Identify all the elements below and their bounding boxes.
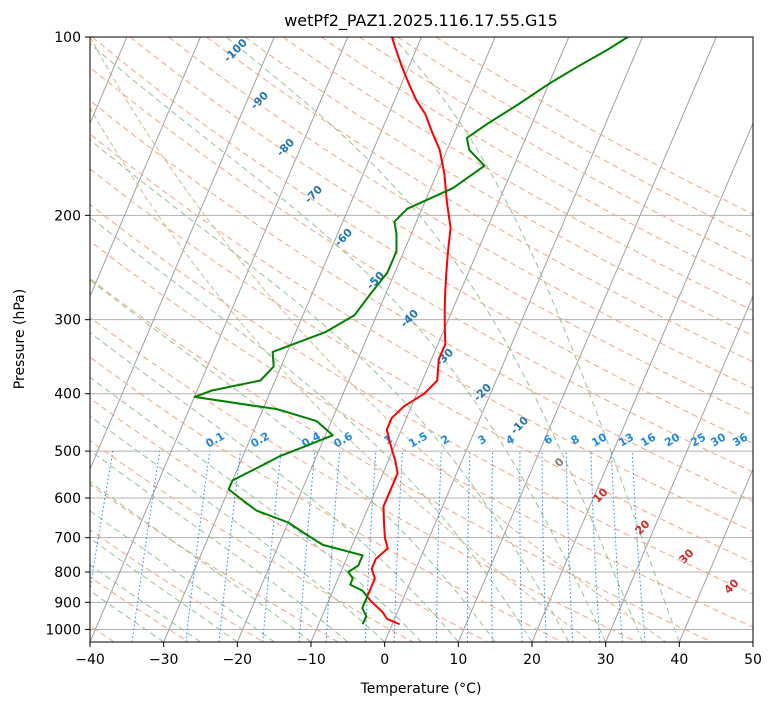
- isotherm-line: [457, 37, 717, 642]
- isotherm-line: [531, 122, 753, 642]
- isotherm-line: [384, 37, 643, 642]
- dry-adiabat-line: [90, 203, 753, 595]
- dry-adiabat-line: [90, 483, 339, 642]
- moist-adiabat-line: [90, 331, 459, 642]
- dry-adiabat-line: [90, 397, 488, 642]
- y-tick-label: 200: [54, 208, 81, 224]
- isotherm-line: [90, 37, 275, 471]
- dry-adiabat-line: [90, 168, 753, 563]
- mixing-ratio-line: [262, 451, 282, 642]
- x-tick-label: −30: [149, 652, 179, 668]
- y-tick-label: 500: [54, 444, 81, 460]
- moist-adiabat-line: [90, 43, 607, 642]
- x-tick-label: 40: [670, 652, 688, 668]
- dry-adiabat-line: [90, 240, 753, 628]
- dry-adiabat-line: [90, 316, 638, 642]
- isotherm-line: [163, 37, 422, 642]
- mixing-ratio-line: [90, 451, 114, 593]
- moist-adiabat-line: [90, 481, 312, 642]
- y-axis: 100 200 300 400 500 600 700 800 900 1000: [45, 30, 90, 638]
- y-tick-label: 800: [54, 565, 81, 581]
- y-tick-label: 300: [54, 313, 81, 329]
- dry-adiabat-line: [90, 278, 712, 642]
- y-axis-title: Pressure (hPa): [12, 289, 28, 389]
- moist-adiabat-line: [392, 37, 680, 642]
- x-tick-label: 20: [523, 652, 541, 668]
- x-axis: −40 −30 −20 −10 0 10 20 30 40 50: [75, 642, 762, 668]
- dry-adiabat-line: [90, 576, 190, 642]
- moist-adiabat-line: [90, 590, 164, 642]
- x-tick-label: 30: [597, 652, 615, 668]
- x-tick-label: 0: [380, 652, 389, 668]
- moist-adiabat-line: [90, 510, 275, 642]
- chart-title: wetPf2_PAZ1.2025.116.17.55.G15: [284, 11, 558, 31]
- y-tick-label: 700: [54, 531, 81, 547]
- isotherm-line: [678, 467, 753, 642]
- reference-curve: [90, 106, 592, 642]
- x-tick-label: −10: [296, 652, 326, 668]
- dewpoint-profile-line: [193, 37, 629, 625]
- plot-frame: [89, 36, 754, 643]
- x-tick-label: −20: [223, 652, 253, 668]
- x-tick-label: 50: [744, 652, 762, 668]
- temperature-profile-line: [366, 37, 452, 626]
- moist-adiabat-line: [90, 415, 386, 642]
- y-tick-label: 600: [54, 491, 81, 507]
- dry-adiabat-line: [90, 356, 563, 642]
- y-tick-label: 400: [54, 387, 81, 403]
- isotherm-line: [236, 37, 496, 642]
- moist-adiabat-line: [90, 139, 570, 642]
- reference-curve: [90, 37, 667, 642]
- moist-adiabat-line: [90, 537, 238, 642]
- moist-adiabat-line: [225, 37, 643, 642]
- dry-adiabat-line: [90, 99, 753, 502]
- x-tick-label: −40: [75, 652, 105, 668]
- moist-adiabat-line: [90, 279, 496, 642]
- mixing-ratio-line: [185, 451, 211, 642]
- isotherm-line: [605, 295, 753, 642]
- moist-adiabat-line: [90, 564, 201, 642]
- mixing-ratio-line: [631, 451, 646, 642]
- moist-adiabat-line: [90, 216, 533, 642]
- y-tick-label: 1000: [45, 622, 81, 638]
- y-tick-label: 100: [54, 30, 81, 46]
- mixing-ratio-line: [298, 451, 316, 642]
- x-tick-label: 10: [449, 652, 467, 668]
- y-tick-label: 900: [54, 595, 81, 611]
- x-axis-title: Temperature (°C): [360, 681, 482, 697]
- dry-adiabat-line: [90, 440, 414, 642]
- isotherm-line: [90, 37, 201, 298]
- mixing-ratio-line: [131, 451, 161, 642]
